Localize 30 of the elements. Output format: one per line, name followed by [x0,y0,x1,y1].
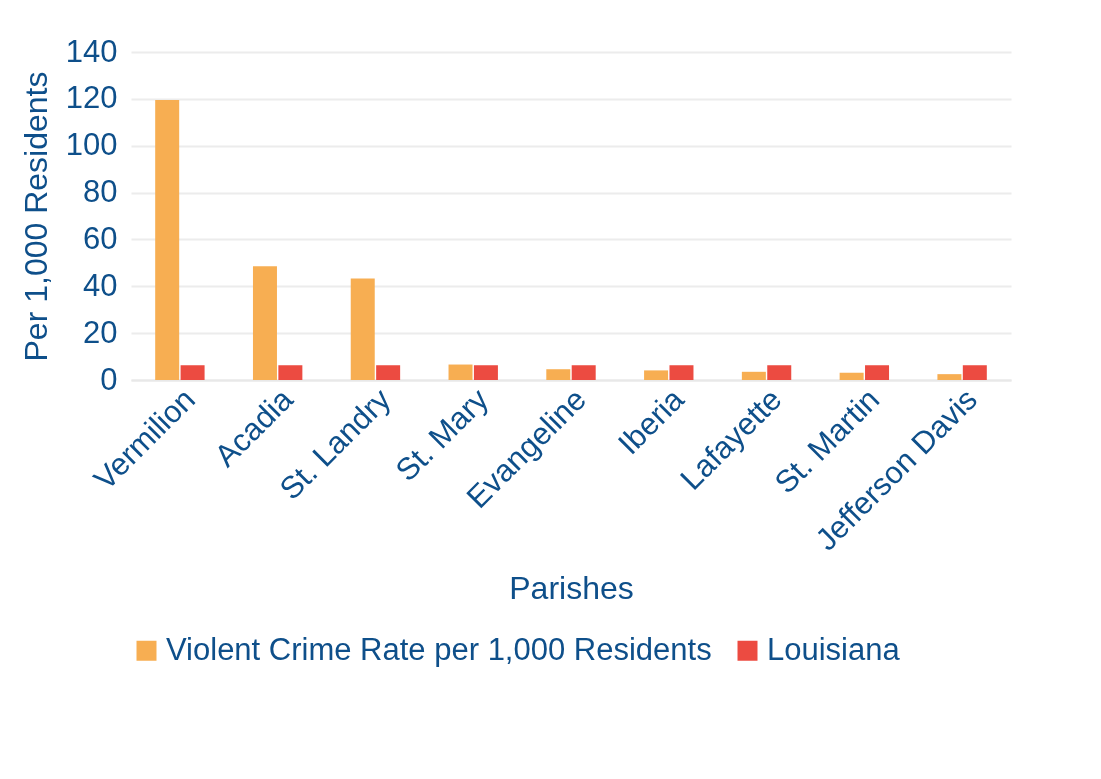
legend-label: Louisiana [767,631,901,667]
bar [767,365,792,380]
x-axis-title: Parishes [509,570,634,607]
bar [865,365,890,380]
bar [546,369,571,380]
y-tick-label: 80 [83,174,118,210]
y-tick-label: 60 [83,220,118,256]
bar [644,370,669,380]
bar [962,365,987,380]
bar [180,365,205,380]
y-tick-label: 100 [65,127,118,163]
bar [155,100,180,380]
y-tick-label: 40 [83,267,118,303]
bar [350,278,375,380]
y-tick-label: 140 [65,33,118,69]
y-axis-title: Per 1,000 Residents [17,71,54,362]
bar [278,365,303,380]
bar [473,365,498,380]
bar [571,365,596,380]
y-tick-label: 120 [65,80,118,116]
bar [252,266,277,380]
bar [741,371,766,380]
y-tick-label: 20 [83,314,118,350]
bar [448,364,473,380]
y-tick-label: 0 [100,361,118,397]
legend-label: Violent Crime Rate per 1,000 Residents [166,631,712,667]
bar [669,365,694,380]
bar [376,365,401,380]
bar [839,372,864,380]
bar [937,374,962,380]
